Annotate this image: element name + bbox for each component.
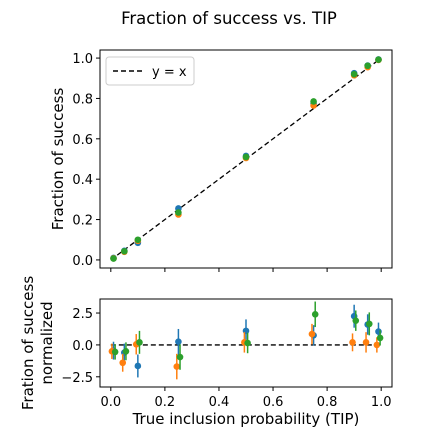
bottom-point-s2-8 <box>376 334 384 342</box>
chart-title: Fraction of success vs. TIP <box>121 9 337 28</box>
top-y-axis-label: Fraction of success <box>49 88 67 231</box>
top-x-ticks <box>110 268 382 272</box>
bottom-y-axis-label-line2: normalized <box>38 301 56 384</box>
x-tick-label-1: 0.2 <box>155 395 176 410</box>
top-point-s2-4 <box>242 153 250 161</box>
x-tick-label-0: 0.0 <box>100 395 121 410</box>
x-tick-label-4: 0.8 <box>317 395 338 410</box>
top-y-tick-label-3: 0.6 <box>72 133 93 148</box>
top-point-s2-8 <box>375 56 382 63</box>
bottom-point-s2-7 <box>365 320 373 328</box>
legend-box <box>105 56 195 86</box>
x-tick-label-3: 0.6 <box>263 395 284 410</box>
bottom-point-s0-3 <box>175 338 182 346</box>
bottom-y-ticks: −2.5 0.0 2.5 <box>61 307 100 386</box>
bottom-points-group <box>108 301 384 380</box>
bottom-point-s1-8 <box>373 341 381 349</box>
bottom-point-s2-1 <box>122 347 130 355</box>
x-axis-label: True inclusion probability (TIP) <box>132 410 360 428</box>
legend-label: y = x <box>152 65 187 80</box>
bottom-panel: −2.5 0.0 2.5 0.0 0.2 0.4 0.6 0.8 1.0 Fration of… <box>19 276 393 428</box>
top-point-s2-1 <box>121 247 128 255</box>
bottom-x-ticks: 0.0 0.2 0.4 0.6 0.8 1.0 <box>100 387 392 410</box>
top-point-s2-3 <box>175 209 182 216</box>
top-point-s2-2 <box>134 236 142 244</box>
bottom-point-s2-5 <box>311 311 319 318</box>
top-panel: 0.0 0.2 0.4 0.6 0.8 1.0 Fraction of success y… <box>49 49 393 272</box>
top-y-tick-label-0: 0.0 <box>72 254 93 269</box>
bottom-point-s2-2 <box>136 339 143 346</box>
bottom-point-s2-4 <box>244 339 251 347</box>
bottom-point-s2-3 <box>176 353 184 361</box>
bottom-point-s1-6 <box>349 339 356 346</box>
bottom-y-tick-label-2: 2.5 <box>72 307 93 322</box>
top-point-s2-0 <box>110 255 117 262</box>
top-y-tick-label-2: 0.4 <box>72 173 93 188</box>
top-y-tick-label-1: 0.2 <box>72 214 93 229</box>
bottom-y-tick-label-1: 0.0 <box>72 339 93 354</box>
bottom-point-s0-2 <box>134 362 142 370</box>
top-point-s2-5 <box>310 98 317 105</box>
x-tick-label-5: 1.0 <box>371 395 392 410</box>
legend: y = x <box>105 56 195 86</box>
top-point-s2-7 <box>364 62 371 70</box>
top-y-ticks: 0.0 0.2 0.4 0.6 0.8 1.0 <box>72 52 100 269</box>
bottom-point-s2-0 <box>111 348 119 356</box>
top-y-tick-label-5: 1.0 <box>72 52 93 67</box>
bottom-point-s2-6 <box>352 317 360 324</box>
x-tick-label-2: 0.4 <box>209 395 230 410</box>
bottom-y-tick-label-0: −2.5 <box>61 371 93 386</box>
top-plot-area <box>99 49 393 269</box>
top-y-tick-label-4: 0.8 <box>72 92 93 107</box>
bottom-point-s1-1 <box>119 359 127 367</box>
bottom-y-axis-label-line1: Fration of success <box>19 276 37 410</box>
top-point-s2-6 <box>350 70 358 78</box>
top-points-group <box>110 56 382 262</box>
bottom-point-s1-7 <box>362 339 370 346</box>
bottom-point-s1-3 <box>173 363 181 370</box>
bottom-plot-area <box>99 298 393 388</box>
bottom-point-s1-5 <box>308 330 316 338</box>
